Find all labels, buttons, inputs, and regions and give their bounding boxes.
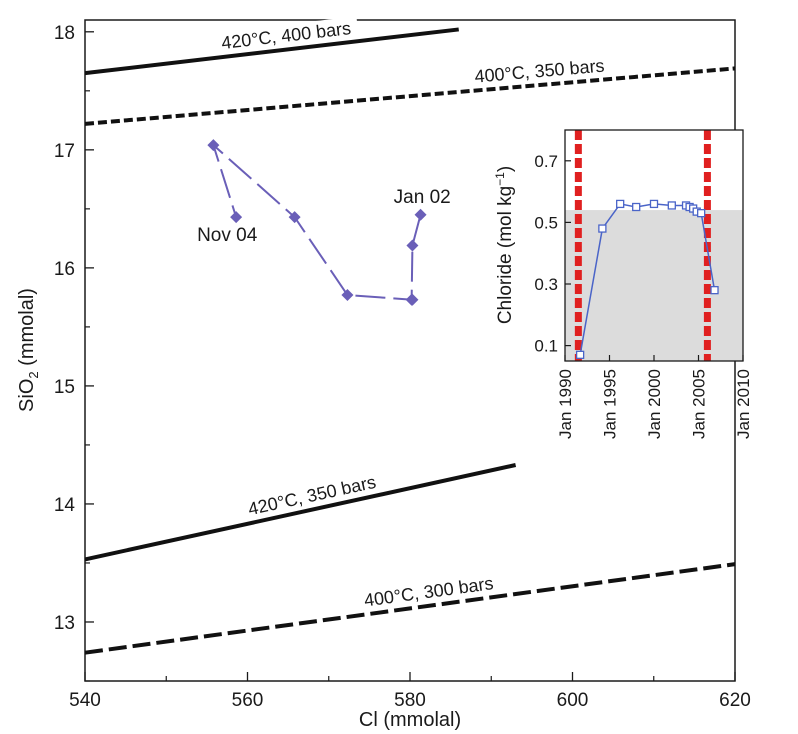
inset-data-point (632, 202, 641, 212)
inset-x-tick-label: Jan 2005 (690, 369, 709, 439)
reference-line-label-group: 420°C, 350 bars (239, 469, 385, 522)
data-point (230, 211, 243, 224)
x-tick-label: 540 (69, 690, 101, 711)
data-point (406, 239, 419, 252)
reference-line-label-group: 400°C, 350 bars (466, 53, 613, 89)
annotation-label: Nov 04 (197, 225, 258, 246)
inset-data-point (616, 199, 625, 209)
data-point (414, 208, 427, 221)
inset-y-tick-label: 0.7 (534, 152, 558, 171)
inset-y-tick-label: 0.1 (534, 337, 558, 356)
inset-data-point (667, 201, 676, 210)
x-axis-label: Cl (mmolal) (359, 709, 461, 731)
inset-x-tick-label: Jan 2010 (734, 369, 753, 439)
y-tick-label: 13 (54, 613, 75, 634)
inset-y-axis-label: Chloride (mol kg−1) (493, 166, 516, 324)
x-tick-label: 600 (557, 690, 589, 711)
inset-data-point (598, 224, 607, 233)
inset-data-point (697, 209, 706, 218)
inset-axis-ticks: 0.1 0.3 0.5 0.7 Jan 1990 Jan 1995 Jan 2000 Jan … (534, 152, 753, 439)
inset-data-point (710, 286, 719, 295)
inset-data-series (575, 199, 719, 359)
reference-line-label-bg (213, 16, 359, 55)
inset-x-tick-label: Jan 1990 (556, 369, 575, 439)
reference-line (84, 463, 517, 562)
inset-y-tick-label: 0.5 (534, 213, 558, 232)
x-tick-label: 620 (719, 690, 751, 711)
annotations: Jan 02 Nov 04 (197, 187, 451, 246)
reference-lines (84, 27, 736, 655)
data-point (341, 289, 354, 302)
reference-line (84, 66, 736, 126)
inset-plot: 0.1 0.3 0.5 0.7 Jan 1990 Jan 1995 Jan 2000 Jan … (493, 129, 753, 439)
data-series (207, 139, 427, 306)
y-tick-label: 15 (54, 377, 75, 398)
inset-data-point (649, 199, 659, 209)
y-tick-label: 17 (54, 141, 75, 162)
axis-ticks: 540 560 580 600 620 13 14 15 16 17 18 (54, 23, 751, 711)
x-tick-label: 580 (394, 690, 426, 711)
reference-line-label: 420°C, 350 bars (246, 472, 378, 519)
inset-y-tick-label: 0.3 (534, 275, 558, 294)
data-point (207, 139, 220, 152)
main-plot: 540 560 580 600 620 13 14 15 16 17 18 420°C, 400 b… (16, 16, 751, 731)
x-tick-label: 560 (232, 690, 264, 711)
data-point (406, 293, 419, 306)
y-tick-label: 14 (54, 495, 76, 516)
reference-line-label-bg (239, 469, 385, 522)
annotation-label: Jan 02 (394, 187, 451, 208)
reference-line-label-bg (466, 53, 613, 89)
data-point (288, 211, 301, 224)
series-line (211, 141, 422, 301)
y-tick-label: 18 (54, 23, 75, 44)
inset-data-point (575, 350, 585, 359)
reference-line (84, 27, 459, 76)
reference-line (84, 562, 736, 655)
inset-x-tick-label: Jan 1995 (601, 369, 620, 439)
inset-x-tick-label: Jan 2000 (645, 369, 664, 439)
reference-line-label-bg (355, 571, 502, 613)
y-axis-label: SiO2 (mmolal) (16, 288, 41, 412)
y-tick-label: 16 (54, 259, 75, 280)
